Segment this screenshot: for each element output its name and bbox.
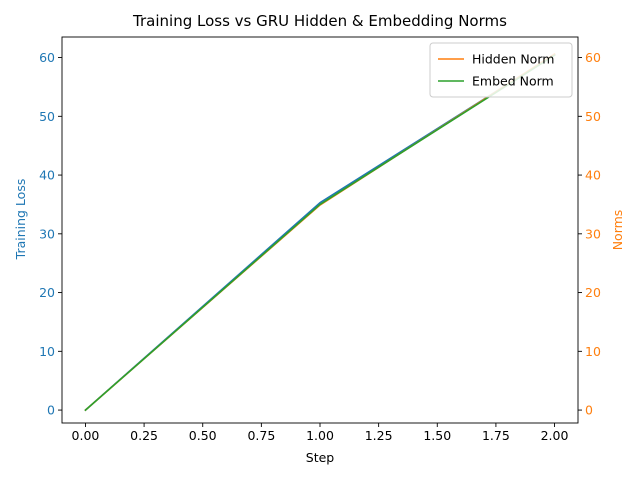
right-y-tick-label: 60 <box>585 50 601 65</box>
left-y-tick-label: 50 <box>39 109 55 124</box>
series-line-embed <box>84 54 556 412</box>
right-y-tick-label: 30 <box>585 226 601 241</box>
left-y-axis-label: Training Loss <box>13 179 28 261</box>
x-tick-label: 1.75 <box>482 428 510 443</box>
right-y-tick-label: 0 <box>585 403 593 418</box>
right-y-tick-label: 20 <box>585 285 601 300</box>
x-tick-label: 1.00 <box>306 428 334 443</box>
x-tick-label: 2.00 <box>541 428 569 443</box>
right-y-axis-label: Norms <box>610 210 625 251</box>
chart-title: Training Loss vs GRU Hidden & Embedding … <box>132 12 507 30</box>
right-y-tick-label: 10 <box>585 344 601 359</box>
x-tick-label: 0.50 <box>189 428 217 443</box>
left-y-tick-label: 10 <box>39 344 55 359</box>
x-tick-label: 1.25 <box>365 428 393 443</box>
right-y-tick-label: 50 <box>585 109 601 124</box>
legend-label-hidden: Hidden Norm <box>472 52 554 67</box>
legend-label-embed: Embed Norm <box>472 74 554 89</box>
left-y-tick-label: 30 <box>39 226 55 241</box>
x-tick-label: 0.00 <box>72 428 100 443</box>
x-tick-label: 1.50 <box>423 428 451 443</box>
left-y-tick-label: 0 <box>47 403 55 418</box>
left-y-tick-label: 40 <box>39 168 55 183</box>
left-y-tick-label: 20 <box>39 285 55 300</box>
legend: Hidden Norm Embed Norm <box>429 42 573 98</box>
x-tick-label: 0.75 <box>247 428 275 443</box>
legend-box <box>429 42 573 98</box>
series-line-loss <box>84 53 556 412</box>
x-tick-label: 0.25 <box>130 428 158 443</box>
x-axis-label: Step <box>306 450 335 465</box>
right-y-tick-label: 40 <box>585 168 601 183</box>
left-y-tick-label: 60 <box>39 50 55 65</box>
series-line-hidden <box>84 52 556 412</box>
